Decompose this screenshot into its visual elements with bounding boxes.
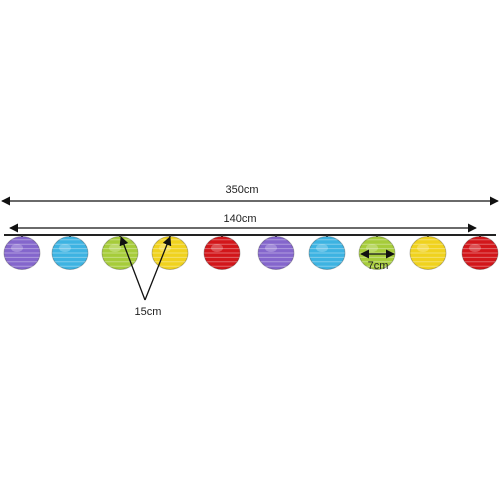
- lantern: [51, 236, 89, 270]
- lantern: [203, 236, 241, 270]
- lantern: [257, 236, 295, 270]
- lanterns: [3, 235, 499, 270]
- lantern-shine: [265, 244, 277, 252]
- lantern-shine: [469, 244, 481, 252]
- lantern-shine: [59, 244, 71, 252]
- lantern-shine: [211, 244, 223, 252]
- lantern-shine: [366, 244, 378, 252]
- lantern: [409, 236, 447, 270]
- lit-length-label: 140cm: [223, 213, 256, 225]
- lantern-shine: [109, 244, 121, 252]
- lantern-shine: [11, 244, 23, 252]
- lantern: [3, 236, 41, 270]
- diameter-label: 7cm: [368, 260, 389, 272]
- spacing-pointer-left: [119, 236, 146, 301]
- spacing-label: 15cm: [135, 306, 162, 318]
- lantern-shine: [316, 244, 328, 252]
- lantern: [461, 236, 499, 270]
- lantern-shine: [417, 244, 429, 252]
- spacing-pointer-right: [144, 236, 172, 301]
- total-length-label: 350cm: [225, 184, 258, 196]
- lantern: [308, 236, 346, 270]
